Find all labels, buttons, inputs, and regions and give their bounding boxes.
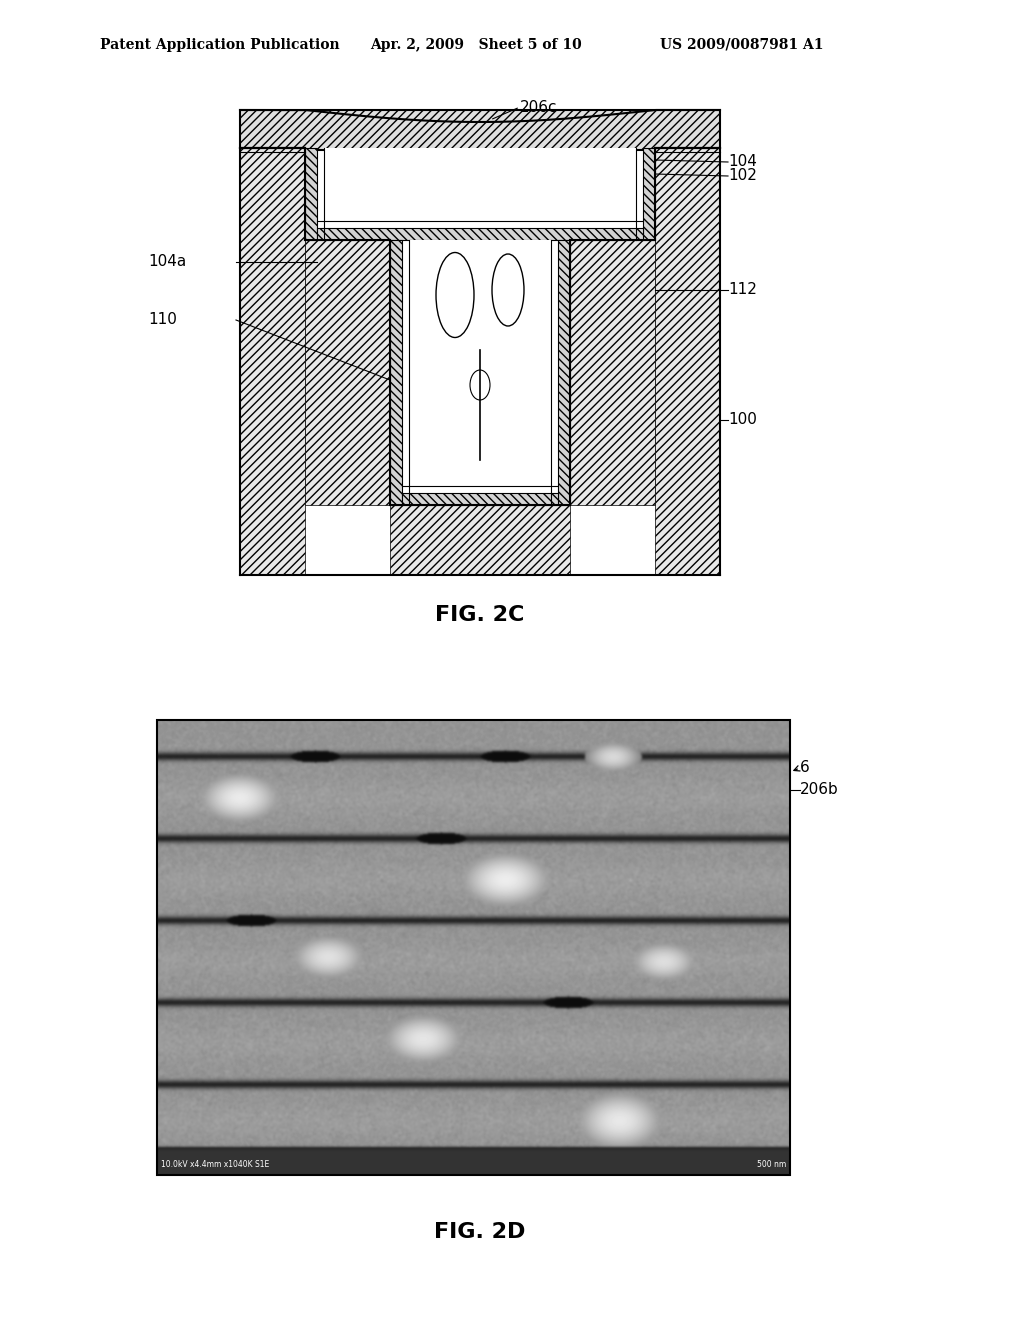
Polygon shape — [240, 110, 720, 150]
Ellipse shape — [492, 253, 524, 326]
Polygon shape — [570, 240, 655, 506]
Polygon shape — [655, 148, 720, 576]
Text: FIG. 2D: FIG. 2D — [434, 1222, 525, 1242]
Polygon shape — [240, 148, 305, 576]
Ellipse shape — [470, 370, 490, 400]
Text: 10.0kV x4.4mm x1040K S1E: 10.0kV x4.4mm x1040K S1E — [161, 1160, 269, 1170]
Ellipse shape — [436, 252, 474, 338]
Text: 104a: 104a — [148, 255, 186, 269]
Text: 102: 102 — [728, 169, 757, 183]
Polygon shape — [240, 148, 305, 576]
Polygon shape — [305, 240, 390, 506]
Text: Apr. 2, 2009   Sheet 5 of 10: Apr. 2, 2009 Sheet 5 of 10 — [370, 38, 582, 51]
Bar — [402, 492, 558, 506]
Text: 104: 104 — [728, 154, 757, 169]
Polygon shape — [305, 240, 390, 506]
Text: 6: 6 — [800, 760, 810, 776]
Text: 206b: 206b — [800, 783, 839, 797]
Bar — [409, 240, 551, 486]
Bar — [305, 148, 317, 240]
Polygon shape — [655, 148, 720, 576]
Text: US 2009/0087981 A1: US 2009/0087981 A1 — [660, 38, 823, 51]
Text: 100: 100 — [728, 412, 757, 428]
Text: 110: 110 — [148, 313, 177, 327]
Bar — [317, 228, 643, 240]
Text: 500 nm: 500 nm — [757, 1160, 786, 1170]
Bar — [558, 240, 570, 506]
Bar — [157, 719, 790, 1175]
Polygon shape — [390, 506, 570, 576]
Text: 206c: 206c — [520, 99, 557, 115]
Polygon shape — [390, 506, 570, 576]
Bar — [643, 148, 655, 240]
Text: Patent Application Publication: Patent Application Publication — [100, 38, 340, 51]
Polygon shape — [570, 240, 655, 506]
Bar — [324, 148, 636, 220]
Text: 112: 112 — [728, 282, 757, 297]
Text: FIG. 2C: FIG. 2C — [435, 605, 524, 624]
Bar — [390, 240, 402, 506]
